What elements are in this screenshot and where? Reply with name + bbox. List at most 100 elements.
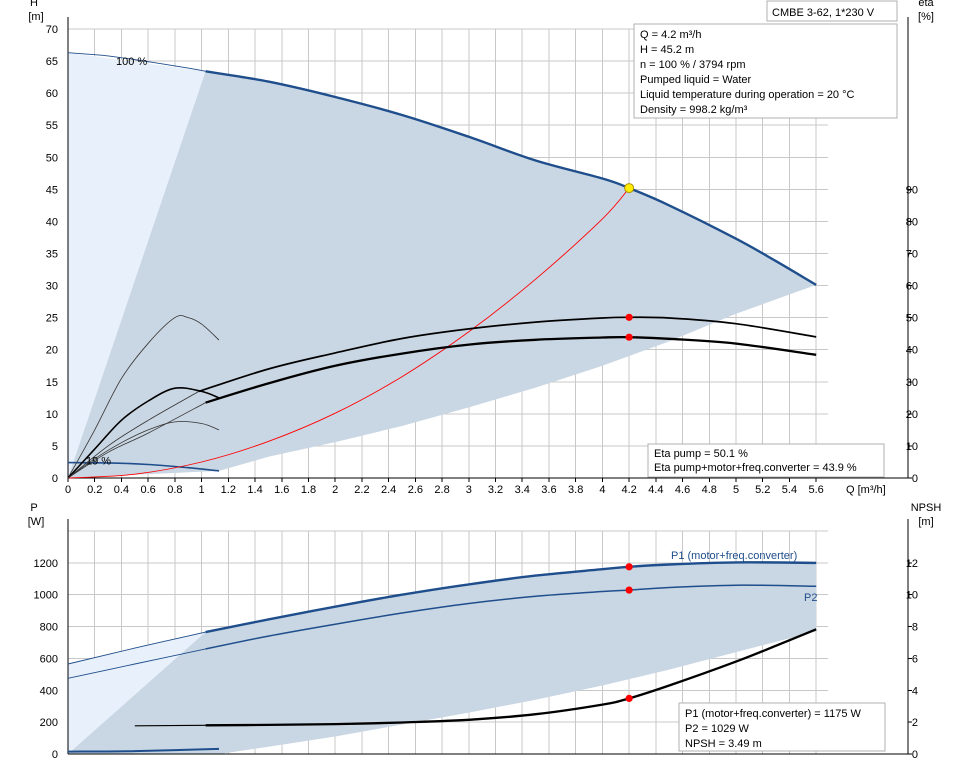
info-temperature: Liquid temperature during operation = 20… — [640, 89, 855, 101]
y-tick-label: 55 — [46, 120, 58, 132]
y-tick-label: 60 — [46, 88, 58, 100]
y2-axis-label-name: eta — [918, 0, 934, 9]
curve-p-low — [67, 747, 220, 753]
x-tick-label: 3 — [466, 484, 472, 496]
series-label-p1: P1 (motor+freq.converter) — [671, 550, 797, 562]
info-density: Density = 998.2 kg/m³ — [640, 104, 748, 116]
curve-eta-low-e — [67, 402, 206, 479]
x-tick-label: 2.8 — [434, 484, 449, 496]
y2-tick-label: 70 — [906, 249, 918, 261]
y-tick-label: 800 — [40, 622, 58, 634]
y-tick-label: 1200 — [34, 558, 58, 570]
y2-tick-label: 20 — [906, 409, 918, 421]
curve-p2 — [205, 584, 817, 650]
y2-axis-label-name: NPSH — [911, 502, 942, 514]
y-tick-label: 200 — [40, 717, 58, 729]
x-tick-label: 0 — [65, 484, 71, 496]
y2-axis-label-unit: [m] — [918, 516, 933, 528]
curve-npsh-ext — [134, 724, 206, 727]
x-tick-label: 0.6 — [141, 484, 156, 496]
info-p1: P1 (motor+freq.converter) = 1175 W — [685, 708, 861, 720]
curve-eta-low-c — [67, 421, 220, 479]
y-tick-label: 5 — [52, 441, 58, 453]
x-tick-label: 4.2 — [621, 484, 636, 496]
x-tick-label: 2.2 — [354, 484, 369, 496]
info-eta-total: Eta pump+motor+freq.converter = 43.9 % — [654, 462, 857, 474]
x-tick-label: 4.6 — [675, 484, 690, 496]
curve-p1-ext — [67, 631, 206, 665]
title-box — [766, 0, 898, 22]
curve-pump-19 — [67, 461, 220, 472]
operating-point-p2 — [625, 586, 633, 594]
y-tick-label: 10 — [46, 409, 58, 421]
info-box-bottom — [678, 702, 886, 752]
info-flow: Q = 4.2 m³/h — [640, 29, 701, 41]
y2-tick-label: 2 — [912, 717, 918, 729]
x-tick-label: 0.2 — [87, 484, 102, 496]
y-tick-label: 40 — [46, 216, 58, 228]
operating-range-region — [68, 71, 817, 479]
x-tick-label: 3.2 — [488, 484, 503, 496]
curve-npsh — [205, 628, 817, 727]
y2-tick-label: 10 — [906, 441, 918, 453]
y2-tick-label: 6 — [912, 653, 918, 665]
x-tick-label: 5 — [733, 484, 739, 496]
y-tick-label: 0 — [52, 749, 58, 761]
curve-eta-low-d — [67, 391, 200, 479]
curve-pump-100-ext — [67, 52, 206, 72]
operating-range-region — [68, 562, 817, 754]
x-tick-label: 1.4 — [247, 484, 262, 496]
y2-tick-label: 60 — [906, 281, 918, 293]
curve-pump-100 — [205, 70, 817, 286]
y2-tick-label: 30 — [906, 377, 918, 389]
y2-tick-label: 8 — [912, 622, 918, 634]
curve-eta-total — [205, 335, 817, 404]
y2-tick-label: 0 — [912, 473, 918, 485]
operating-point-duty — [624, 183, 635, 194]
pump-title: CMBE 3-62, 1*230 V — [772, 7, 875, 19]
info-eta-pump: Eta pump = 50.1 % — [654, 448, 748, 460]
curve-system — [67, 187, 630, 479]
y2-tick-label: 40 — [906, 345, 918, 357]
curve-eta-low-b — [67, 387, 220, 479]
x-tick-label: 4 — [599, 484, 605, 496]
y2-tick-label: 50 — [906, 313, 918, 325]
info-liquid: Pumped liquid = Water — [640, 74, 752, 86]
x-tick-label: 4.4 — [648, 484, 663, 496]
y2-tick-label: 80 — [906, 216, 918, 228]
operating-point-eta_pump — [625, 313, 633, 321]
operating-point-eta_total — [625, 333, 633, 341]
y-axis-label-unit: [W] — [28, 516, 45, 528]
x-tick-label: 2 — [332, 484, 338, 496]
low-flow-region — [68, 52, 206, 479]
y-tick-label: 0 — [52, 473, 58, 485]
x-tick-label: 1.8 — [301, 484, 316, 496]
info-p2: P2 = 1029 W — [685, 723, 750, 735]
y2-tick-label: 4 — [912, 685, 918, 697]
y-tick-label: 15 — [46, 377, 58, 389]
y2-tick-label: 10 — [906, 590, 918, 602]
y2-tick-label: 12 — [906, 558, 918, 570]
info-box-top — [633, 23, 898, 119]
y2-axis-label-unit: [%] — [918, 11, 934, 23]
operating-point-p1 — [625, 563, 633, 571]
curve-eta-pump — [198, 316, 817, 393]
operating-point-npsh — [625, 694, 633, 703]
y-tick-label: 45 — [46, 184, 58, 196]
x-tick-label: 2.6 — [408, 484, 423, 496]
x-axis-label: Q [m³/h] — [846, 484, 886, 496]
y-tick-label: 20 — [46, 345, 58, 357]
x-tick-label: 1 — [199, 484, 205, 496]
x-tick-label: 0.4 — [114, 484, 129, 496]
head-efficiency-panel: 0510152025303540455055606570010203040506… — [28, 0, 934, 496]
info-npsh: NPSH = 3.49 m — [685, 738, 762, 750]
series-label-p2: P2 — [804, 592, 817, 604]
x-tick-label: 3.4 — [515, 484, 530, 496]
annotation-speed-19: 19 % — [86, 455, 111, 467]
x-tick-label: 3.8 — [568, 484, 583, 496]
y-tick-label: 65 — [46, 56, 58, 68]
annotation-speed-100: 100 % — [116, 56, 147, 68]
info-box-eta — [647, 443, 885, 478]
x-tick-label: 5.6 — [809, 484, 824, 496]
